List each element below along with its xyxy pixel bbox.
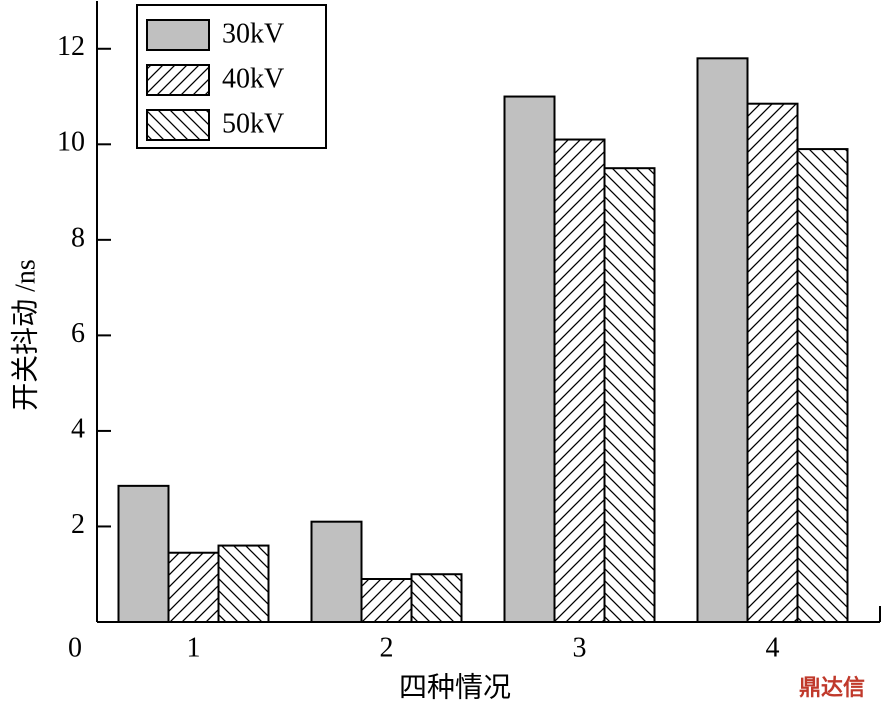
bar	[410, 573, 463, 624]
bar	[503, 95, 556, 624]
legend-label: 50kV	[222, 108, 284, 139]
y-axis-title: 开关抖动 /ns	[9, 259, 41, 411]
x-tick-label: 4	[766, 632, 780, 663]
bar	[310, 520, 363, 624]
bar	[746, 102, 799, 623]
bar	[603, 167, 656, 623]
legend-swatch	[146, 109, 210, 141]
bar	[360, 578, 413, 623]
legend-swatch	[146, 19, 210, 51]
y-tick-label: 0	[68, 632, 82, 663]
y-tick-label: 6	[71, 318, 85, 349]
legend-label: 30kV	[222, 18, 284, 49]
bar	[796, 148, 849, 623]
bar	[553, 138, 606, 623]
y-tick-label: 10	[57, 127, 85, 158]
bar	[117, 484, 170, 623]
legend-label: 40kV	[222, 63, 284, 94]
legend-swatch	[146, 64, 210, 96]
x-tick-label: 3	[573, 632, 587, 663]
x-tick-label: 1	[187, 632, 201, 663]
y-tick-label: 8	[71, 222, 85, 253]
bar	[217, 544, 270, 623]
watermark: 鼎达信	[799, 675, 865, 700]
y-tick-label: 2	[71, 509, 85, 540]
bar	[167, 551, 220, 623]
y-tick-label: 4	[71, 413, 85, 444]
x-axis-title: 四种情况	[399, 671, 511, 703]
x-tick-label: 2	[380, 632, 394, 663]
bar	[696, 57, 749, 624]
y-tick-label: 12	[57, 31, 85, 62]
